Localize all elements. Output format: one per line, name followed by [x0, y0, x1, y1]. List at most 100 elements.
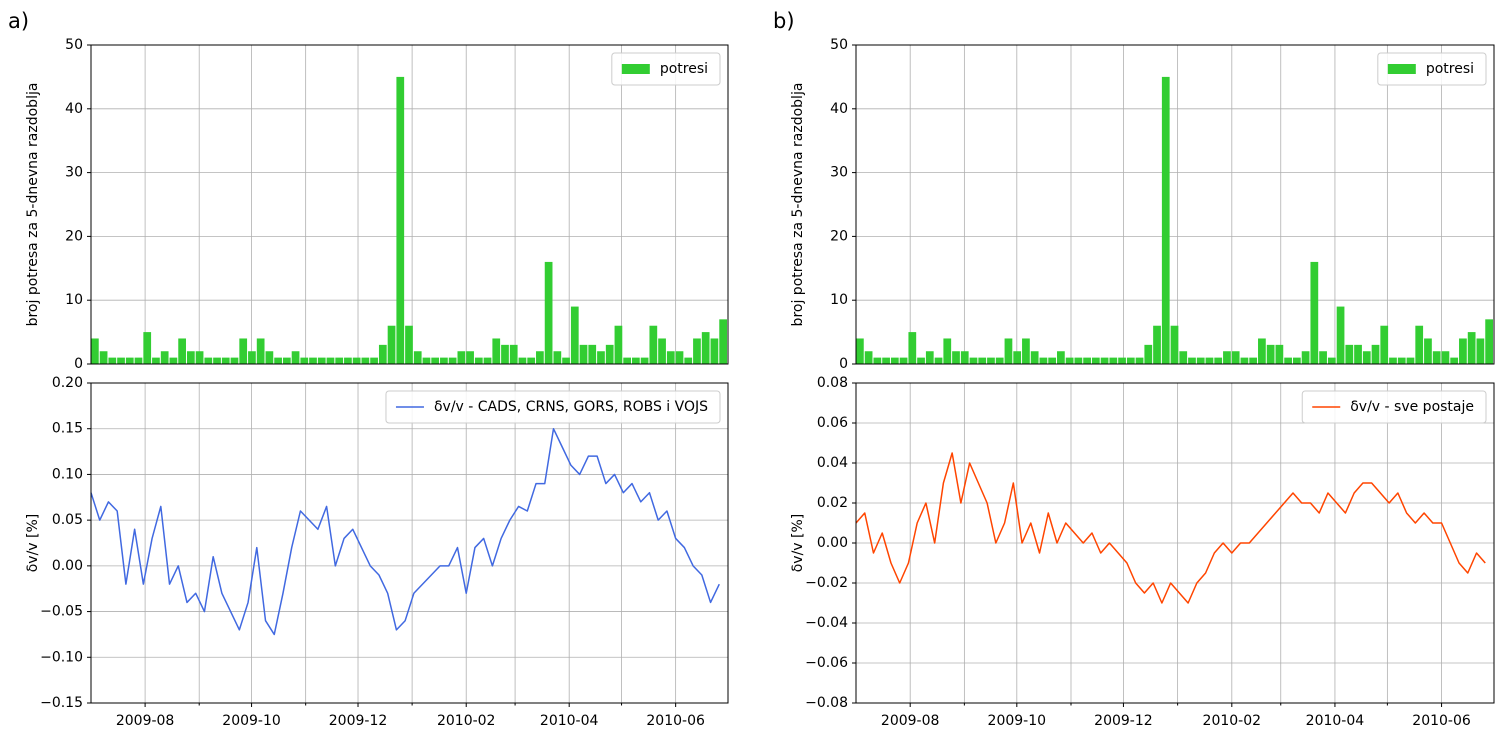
y-tick-label: 0.08 — [817, 375, 848, 391]
bar — [1126, 357, 1135, 364]
bar — [908, 332, 917, 364]
bar — [186, 351, 195, 364]
bar — [1266, 344, 1275, 364]
y-axis-label: δv/v [%] — [790, 514, 806, 573]
bar — [1371, 344, 1380, 364]
line — [90, 427, 720, 636]
y-tick-label: 0.05 — [52, 512, 83, 528]
bar — [483, 357, 492, 364]
bar — [1057, 351, 1065, 364]
y-tick-label: 0.15 — [52, 421, 83, 437]
bar — [675, 351, 684, 364]
legend-swatch — [1387, 64, 1416, 74]
bar — [448, 357, 457, 364]
bar — [117, 357, 125, 364]
bar — [1170, 325, 1179, 364]
bar — [518, 357, 527, 364]
bar — [326, 357, 335, 364]
x-tick-label: 2009-10 — [222, 713, 281, 729]
bar — [317, 357, 326, 364]
x-tick-label: 2010-04 — [540, 713, 599, 729]
bar — [614, 325, 623, 364]
bar — [579, 344, 588, 364]
bar — [969, 357, 978, 364]
bar — [978, 357, 987, 364]
bar — [1083, 357, 1091, 364]
y-tick-label: −0.06 — [805, 655, 848, 671]
y-tick-label: 0.02 — [817, 495, 848, 511]
bar — [1406, 357, 1415, 364]
bar — [1319, 351, 1327, 364]
legend: δv/v - CADS, CRNS, GORS, ROBS i VOJS — [385, 390, 721, 424]
bar — [1205, 357, 1214, 364]
bar — [873, 357, 882, 364]
bar — [422, 357, 431, 364]
y-tick-label: 0.04 — [817, 455, 848, 471]
bar — [370, 357, 378, 364]
y-tick-label: 30 — [830, 165, 848, 181]
bar — [1275, 344, 1284, 364]
legend-box — [611, 52, 721, 86]
bar — [1345, 344, 1354, 364]
y-tick-label: 10 — [830, 292, 848, 308]
bar — [291, 351, 300, 364]
bar — [1223, 351, 1231, 364]
bar — [492, 338, 501, 364]
bar — [1450, 357, 1459, 364]
bar — [1188, 357, 1196, 364]
bar — [344, 357, 352, 364]
y-tick-label: 50 — [830, 37, 848, 53]
bar — [1432, 351, 1441, 364]
bar — [1179, 351, 1188, 364]
x-tick-label: 2010-02 — [1203, 713, 1262, 729]
bar — [256, 338, 265, 364]
bar — [1231, 351, 1240, 364]
bar — [431, 357, 440, 364]
bar — [917, 357, 925, 364]
legend-label: δv/v - CADS, CRNS, GORS, ROBS i VOJS — [434, 399, 708, 415]
y-tick-label: 50 — [65, 37, 83, 53]
bar — [1196, 357, 1205, 364]
bar — [527, 357, 536, 364]
bar — [230, 357, 239, 364]
panel-label: a) — [8, 9, 29, 33]
bar — [1030, 351, 1039, 364]
bar — [1354, 344, 1362, 364]
bar — [995, 357, 1004, 364]
bar — [934, 357, 943, 364]
y-tick-label: 0.00 — [817, 535, 848, 551]
bar — [1415, 325, 1424, 364]
x-tick-label: 2009-08 — [881, 713, 940, 729]
bar — [1153, 325, 1161, 364]
y-tick-label: 20 — [65, 228, 83, 244]
bar — [882, 357, 890, 364]
bar — [1118, 357, 1126, 364]
bar — [1065, 357, 1074, 364]
bar — [890, 357, 899, 364]
bar — [1144, 344, 1153, 364]
y-tick-label: −0.02 — [805, 575, 848, 591]
bar — [640, 357, 649, 364]
bar — [352, 357, 361, 364]
bar — [274, 357, 282, 364]
bar — [1004, 338, 1013, 364]
x-tick-label: 2009-12 — [329, 713, 388, 729]
y-tick-label: 40 — [830, 101, 848, 117]
legend-label: potresi — [660, 61, 708, 77]
bar — [649, 325, 658, 364]
bar — [684, 357, 693, 364]
y-tick-label: 0.10 — [52, 466, 83, 482]
legend-swatch — [621, 64, 650, 74]
bar — [1327, 357, 1336, 364]
plot-frame — [855, 44, 1495, 365]
y-axis-label: broj potresa za 5-dnevna razdoblja — [790, 83, 806, 327]
bar — [1362, 351, 1371, 364]
bar — [361, 357, 370, 364]
bar — [1074, 357, 1083, 364]
plot-frame — [90, 382, 729, 704]
bar — [1397, 357, 1406, 364]
bar — [309, 357, 317, 364]
x-tick-label: 2010-06 — [646, 713, 705, 729]
